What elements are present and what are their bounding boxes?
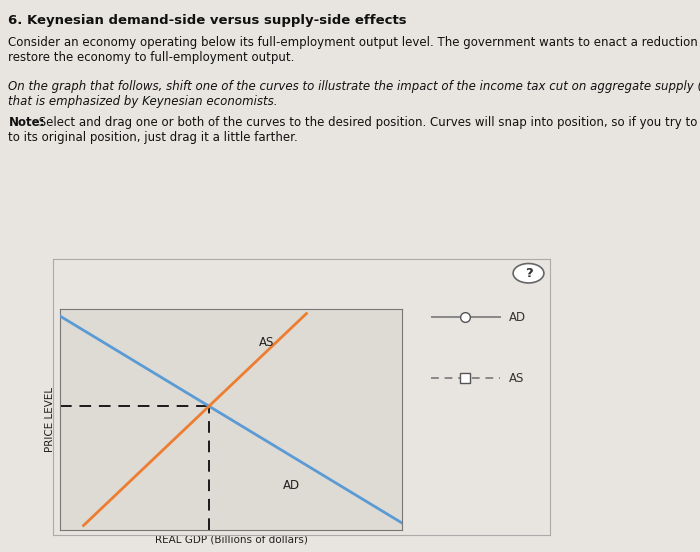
Text: AS: AS [258,336,274,349]
Circle shape [513,263,544,283]
Text: Note:: Note: [8,116,45,129]
Text: that is emphasized by Keynesian economists.: that is emphasized by Keynesian economis… [8,95,278,109]
Text: Select and drag one or both of the curves to the desired position. Curves will s: Select and drag one or both of the curve… [35,116,700,129]
Text: 6. Keynesian demand-side versus supply-side effects: 6. Keynesian demand-side versus supply-s… [8,14,407,27]
Text: On the graph that follows, shift one of the curves to illustrate the impact of t: On the graph that follows, shift one of … [8,80,700,93]
Text: to its original position, just drag it a little farther.: to its original position, just drag it a… [8,131,298,145]
Text: AD: AD [509,311,526,324]
Text: Consider an economy operating below its full-employment output level. The govern: Consider an economy operating below its … [8,36,700,49]
Text: AD: AD [282,479,300,492]
Text: restore the economy to full-employment output.: restore the economy to full-employment o… [8,51,295,65]
X-axis label: REAL GDP (Billions of dollars): REAL GDP (Billions of dollars) [155,534,307,544]
Text: AS: AS [509,371,524,385]
Text: ?: ? [524,267,533,280]
Y-axis label: PRICE LEVEL: PRICE LEVEL [46,387,55,452]
